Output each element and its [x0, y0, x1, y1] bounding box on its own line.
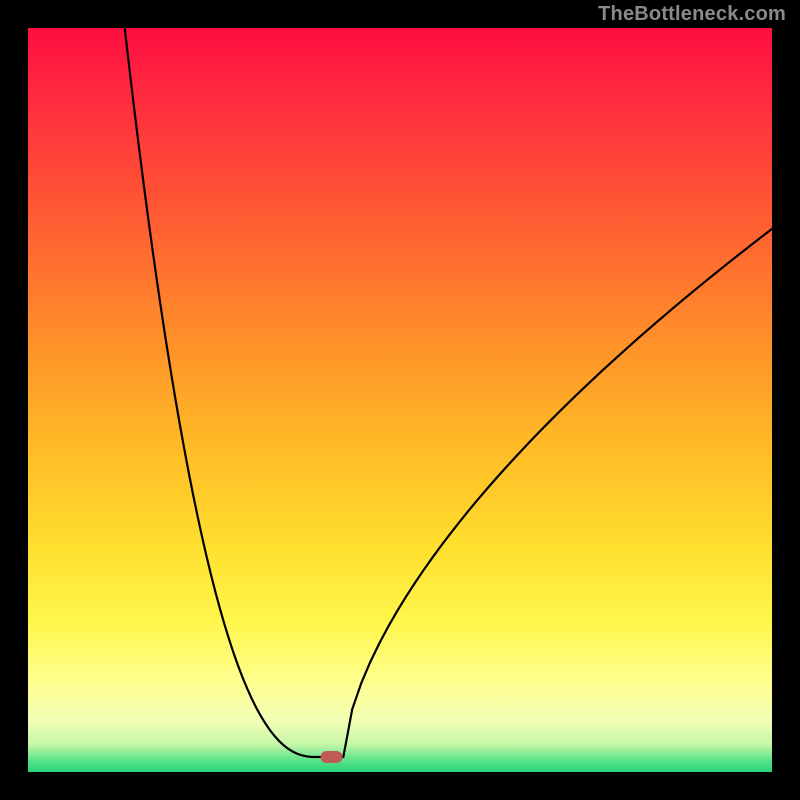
optimal-marker [321, 751, 343, 763]
chart-frame: TheBottleneck.com [0, 0, 800, 800]
watermark-text: TheBottleneck.com [598, 3, 786, 26]
plot-gradient-background [28, 28, 772, 772]
bottleneck-chart [0, 0, 800, 800]
